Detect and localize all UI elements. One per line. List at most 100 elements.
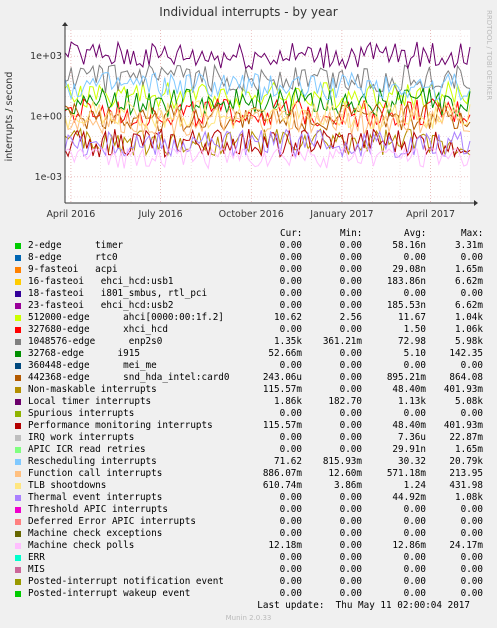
legend-min-value: 0.00 [339,264,362,275]
legend-avg-value: 29.91n [392,444,426,455]
series-line [64,40,471,71]
legend-cur-value: 0.00 [279,360,302,371]
legend-series-name: Threshold APIC interrupts [28,504,168,515]
legend-max-value: 864.08 [449,372,483,383]
legend-swatch [15,555,21,561]
legend-series-name: 512000-edge ahci[0000:00:1f.2] [28,312,224,323]
legend-swatch [15,471,21,477]
y-tick-label: 1e+03 [30,51,62,62]
legend-avg-value: 29.08n [392,264,426,275]
legend-avg-value: 0.00 [403,528,426,539]
chart-plot: 1e+03 1e+00 1e-03 April 2016 July 2016 Octobe… [4,22,478,220]
legend-series-name: IRQ work interrupts [28,432,135,443]
legend-avg-value: 0.00 [403,588,426,599]
legend-swatch [15,411,21,417]
legend-avg-value: 1.13k [398,396,426,407]
series-line [64,86,471,119]
legend-avg-value: 48.40m [392,384,426,395]
legend-max-value: 142.35 [449,348,483,359]
legend-swatch [15,483,21,489]
legend-series-name: 2-edge timer [28,240,124,251]
series-line [64,127,471,159]
legend-cur-value: 0.00 [279,444,302,455]
legend-cur-value: 0.00 [279,240,302,251]
legend-min-value: 0.00 [339,372,362,383]
legend-min-value: 0.00 [339,252,362,263]
chart-title: Individual interrupts - by year [159,5,338,19]
legend-swatch [15,579,21,585]
legend-avg-value: 44.92m [392,492,426,503]
legend-cur-value: 0.00 [279,324,302,335]
legend-series-name: 32768-edge i915 [28,348,140,359]
legend-row: 360448-edge mei_me 0.00 0.00 0.00 0.00 [0,360,497,372]
legend-row: 18-fasteoi i801_smbus, rtl_pci 0.00 0.00 0.… [0,288,497,300]
x-axis-arrow [474,200,478,206]
legend-avg-value: 1.24 [403,480,426,491]
legend-cur-value: 0.00 [279,408,302,419]
legend-row: 16-fasteoi ehci_hcd:usb1 0.00 0.00 183.86n 6… [0,276,497,288]
svg-text:RRDTOOL / TOBI OETIKER: RRDTOOL / TOBI OETIKER [485,10,493,100]
last-update: Last update: Thu May 11 02:00:04 2017 [257,600,470,611]
legend-row: Posted-interrupt notification event 0.00 0… [0,576,497,588]
legend-cur-value: 52.66m [268,348,302,359]
series-line [64,63,471,94]
legend-swatch [15,519,21,525]
legend-swatch [15,459,21,465]
legend-avg-value: 11.67 [398,312,426,323]
legend-row: 327680-edge xhci_hcd 0.00 0.00 1.50 1.06k [0,324,497,336]
x-tick-label: July 2016 [137,209,182,220]
legend-avg-value: 0.00 [403,408,426,419]
legend-min-value: 0.00 [339,552,362,563]
legend-series-name: 9-fasteoi acpi [28,264,118,275]
legend-row: Local timer interrupts 1.86k 182.70 1.13k 5.… [0,396,497,408]
legend-max-value: 0.00 [460,252,483,263]
legend-max-value: 1.06k [455,324,483,335]
legend-avg-value: 0.00 [403,360,426,371]
legend-avg-value: 571.18m [386,468,426,479]
legend-cur-value: 0.00 [279,564,302,575]
legend-cur-value: 0.00 [279,252,302,263]
legend-min-value: 2.56 [339,312,362,323]
series-line [64,99,471,130]
legend-cur-value: 0.00 [279,300,302,311]
legend-swatch [15,531,21,537]
legend-min-value: 0.00 [339,420,362,431]
legend-avg-value: 0.00 [403,564,426,575]
legend-max-value: 22.87m [449,432,483,443]
legend-max-value: 6.62m [455,276,483,287]
legend-avg-value: 72.98 [398,336,426,347]
legend-cur-value: 243.06u [262,372,302,383]
legend-min-value: 0.00 [339,564,362,575]
legend-swatch [15,423,21,429]
legend-min-value: 815.93m [322,456,362,467]
legend-min-value: 0.00 [339,408,362,419]
legend-max-value: 0.00 [460,288,483,299]
legend-row: 23-fasteoi ehci_hcd:usb2 0.00 0.00 185.53n 6… [0,300,497,312]
series-line [64,71,471,102]
legend-max-value: 1.65m [455,264,483,275]
legend-row: MIS 0.00 0.00 0.00 0.00 [0,564,497,576]
x-tick-label: October 2016 [219,209,284,220]
legend-row: Threshold APIC interrupts 0.00 0.00 0.00 0.0… [0,504,497,516]
legend-max-value: 20.79k [449,456,483,467]
legend-swatch [15,435,21,441]
legend-swatch [15,507,21,513]
legend-min-value: 0.00 [339,504,362,515]
legend-series-name: 442368-edge snd_hda_intel:card0 [28,372,230,383]
legend-avg-value: 0.00 [403,288,426,299]
legend-avg-value: 0.00 [403,552,426,563]
legend-series-name: 18-fasteoi i801_smbus, rtl_pci [28,288,208,299]
legend-row: Machine check polls 12.18m 0.00 12.86m 24.17… [0,540,497,552]
legend-cur-value: 12.18m [268,540,302,551]
legend-series-name: Machine check polls [28,540,135,551]
legend-swatch [15,339,21,345]
legend-avg-value: 0.00 [403,504,426,515]
rrdtool-side-label: RRDTOOL / TOBI OETIKER [485,10,493,100]
legend-min-value: 0.00 [339,348,362,359]
legend-row: Spurious interrupts 0.00 0.00 0.00 0.00 [0,408,497,420]
legend-max-value: 0.00 [460,408,483,419]
legend-min-value: 0.00 [339,384,362,395]
legend-avg-value: 0.00 [403,576,426,587]
legend-swatch [15,591,21,597]
legend-max-value: 0.00 [460,564,483,575]
